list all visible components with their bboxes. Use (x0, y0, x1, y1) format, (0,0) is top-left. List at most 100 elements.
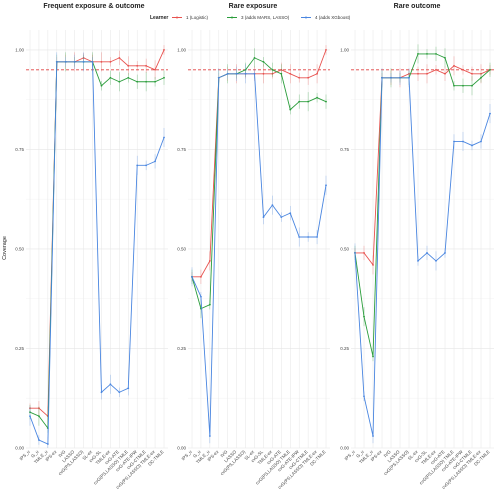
data-point (316, 236, 318, 238)
series-line (191, 57, 327, 310)
legend-label-3: 3 (adds MARS, LASSO) (241, 15, 290, 20)
data-point (426, 72, 428, 75)
data-point (307, 76, 310, 79)
data-point (325, 184, 327, 187)
data-point (435, 259, 437, 262)
data-point (109, 383, 112, 386)
data-point (200, 275, 202, 278)
data-point (444, 252, 446, 254)
data-point (38, 415, 40, 418)
data-point (136, 80, 139, 83)
data-point (163, 76, 165, 79)
data-point (38, 439, 40, 441)
data-point (244, 72, 247, 75)
y-axis-label: Coverage (2, 236, 8, 260)
data-point (100, 84, 103, 87)
data-point (208, 435, 211, 437)
data-point (100, 60, 103, 63)
data-point (399, 76, 401, 79)
data-point (262, 216, 265, 219)
series-line (354, 77, 491, 437)
data-point (289, 72, 292, 75)
data-point (163, 49, 165, 51)
data-point (489, 68, 491, 71)
data-point (453, 140, 455, 143)
y-tick-label: 1.00 (340, 48, 349, 53)
y-tick-label: 0.25 (340, 346, 349, 351)
series-line (29, 61, 165, 445)
data-point (109, 60, 112, 63)
data-point (426, 252, 428, 254)
data-point (462, 68, 464, 71)
data-point (154, 68, 156, 71)
series-line (191, 73, 327, 437)
data-point (298, 236, 301, 238)
data-point (118, 391, 121, 394)
data-point (444, 56, 446, 59)
data-point (262, 60, 265, 63)
data-point (289, 212, 292, 215)
legend-item-4: 4 (adds XGboost) (301, 15, 351, 20)
data-point (118, 56, 121, 59)
data-point (271, 204, 274, 207)
data-point (262, 72, 265, 75)
data-point (235, 72, 238, 75)
data-point (372, 355, 374, 358)
data-point (408, 76, 410, 79)
y-tick-label: 0.25 (15, 346, 24, 351)
data-point (471, 144, 473, 147)
data-point (109, 76, 112, 79)
data-point (363, 252, 365, 254)
y-tick-label: 0.00 (177, 446, 186, 451)
data-point (118, 80, 121, 83)
data-point (145, 164, 148, 167)
data-point (417, 259, 419, 262)
data-point (372, 435, 374, 437)
legend-label-4: 4 (adds XGboost) (315, 15, 351, 20)
plot-area (351, 30, 494, 448)
data-point (381, 76, 383, 79)
data-point (325, 49, 327, 51)
series-line (355, 65, 491, 267)
data-point (145, 64, 148, 67)
x-tick-label: IVG (383, 449, 392, 458)
legend-label-1: 1 (Logistic) (186, 15, 209, 20)
data-point (372, 263, 374, 266)
data-point (208, 259, 211, 262)
y-tick-label: 0.50 (15, 247, 24, 252)
y-tick-label: 0.00 (15, 446, 24, 451)
data-point (444, 72, 446, 75)
data-point (435, 52, 437, 55)
data-point (208, 303, 211, 306)
data-point (453, 84, 455, 87)
data-point (280, 72, 283, 75)
data-point (280, 216, 283, 219)
x-tick-label: IVG (219, 449, 228, 458)
data-point (73, 60, 76, 63)
legend-marker-4 (305, 16, 307, 19)
legend-marker-3 (231, 16, 233, 19)
data-point (64, 60, 67, 63)
panel-2-title: Rare exposure (229, 3, 278, 10)
data-point (471, 72, 473, 75)
x-tick-label: IVG (57, 449, 66, 458)
legend-title: Learner (150, 15, 168, 21)
y-tick-label: 0.50 (340, 247, 349, 252)
data-point (462, 140, 464, 143)
data-point (316, 96, 318, 99)
x-tick-label: G_u (355, 449, 365, 459)
plot-area (188, 30, 330, 448)
data-point (316, 72, 318, 75)
data-point (363, 395, 365, 398)
data-point (489, 112, 491, 115)
data-point (226, 72, 229, 75)
x-tick-label: G_u (30, 449, 40, 459)
data-point (191, 275, 193, 278)
data-point (480, 76, 482, 79)
data-point (417, 72, 419, 75)
legend-item-3: 3 (adds MARS, LASSO) (227, 15, 290, 20)
data-point (289, 108, 292, 111)
data-point (325, 100, 327, 103)
data-point (453, 64, 455, 67)
